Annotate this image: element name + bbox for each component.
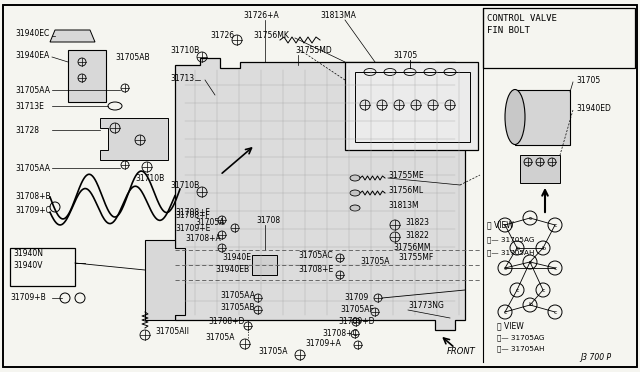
- Text: ⓒ— 31705AH: ⓒ— 31705AH: [497, 346, 545, 352]
- Text: 31726+A: 31726+A: [243, 10, 279, 19]
- Text: c: c: [503, 222, 507, 228]
- Text: 31705AC: 31705AC: [298, 250, 333, 260]
- Text: ⓑ— 31705AG: ⓑ— 31705AG: [497, 335, 545, 341]
- Bar: [483, 8, 635, 68]
- Text: 31940ED: 31940ED: [576, 103, 611, 112]
- Polygon shape: [100, 118, 168, 160]
- Text: 31822: 31822: [405, 231, 429, 240]
- Text: 31708+F: 31708+F: [175, 208, 210, 217]
- Text: c: c: [503, 310, 507, 314]
- Ellipse shape: [350, 175, 360, 181]
- Text: 31710B: 31710B: [170, 180, 199, 189]
- Text: 31755ME: 31755ME: [388, 170, 424, 180]
- Text: ⓐ VIEW: ⓐ VIEW: [497, 321, 524, 330]
- Ellipse shape: [350, 205, 360, 211]
- Text: c: c: [515, 288, 519, 292]
- Text: CONTROL VALVE: CONTROL VALVE: [487, 13, 557, 22]
- Text: 31709: 31709: [344, 294, 368, 302]
- Polygon shape: [175, 58, 465, 330]
- Text: 31710B: 31710B: [135, 173, 164, 183]
- Text: 31728: 31728: [15, 125, 39, 135]
- Text: 31709+A: 31709+A: [305, 340, 341, 349]
- Text: 31705A: 31705A: [258, 347, 287, 356]
- Text: 31708+E: 31708+E: [298, 266, 333, 275]
- Text: 31823: 31823: [405, 218, 429, 227]
- Text: 31755MF: 31755MF: [398, 253, 433, 263]
- Text: b: b: [528, 302, 532, 308]
- Text: ⓒ— 31705AH: ⓒ— 31705AH: [487, 250, 534, 256]
- Text: 31755MD: 31755MD: [295, 45, 332, 55]
- Text: 31708+F: 31708+F: [175, 211, 210, 219]
- Text: 31756MM: 31756MM: [393, 244, 431, 253]
- Text: 31705AB: 31705AB: [220, 304, 255, 312]
- Text: 31705A: 31705A: [360, 257, 390, 266]
- Text: 31710B: 31710B: [170, 45, 199, 55]
- Text: 31705AA: 31705AA: [220, 291, 255, 299]
- Text: FIN BOLT: FIN BOLT: [487, 26, 530, 35]
- Text: ⓑ— 31705AG: ⓑ— 31705AG: [487, 237, 534, 243]
- Polygon shape: [50, 30, 95, 42]
- Bar: [345, 62, 478, 150]
- Text: c: c: [553, 222, 557, 228]
- Text: 31709+E: 31709+E: [175, 224, 211, 232]
- Text: c: c: [503, 266, 507, 270]
- Text: 31940EA: 31940EA: [15, 51, 49, 60]
- Text: 31813MA: 31813MA: [320, 10, 356, 19]
- Text: 31705AA: 31705AA: [15, 164, 50, 173]
- Text: c: c: [553, 310, 557, 314]
- Text: 31813M: 31813M: [388, 201, 419, 209]
- Text: 31940E: 31940E: [222, 253, 251, 263]
- Bar: [68, 50, 106, 102]
- Text: b: b: [515, 246, 519, 250]
- Text: c: c: [528, 215, 532, 221]
- Polygon shape: [145, 240, 185, 320]
- Text: 31708: 31708: [256, 215, 280, 224]
- Text: FRONT: FRONT: [447, 347, 476, 356]
- Text: 31705AF: 31705AF: [340, 305, 374, 314]
- Text: c: c: [541, 288, 545, 292]
- Text: 31713: 31713: [170, 74, 194, 83]
- Text: 31773NG: 31773NG: [408, 301, 444, 310]
- Bar: [10, 248, 75, 286]
- Bar: [252, 255, 277, 275]
- Text: 31726: 31726: [210, 31, 234, 39]
- Text: 31756ML: 31756ML: [388, 186, 423, 195]
- Text: 31705A: 31705A: [195, 218, 225, 227]
- Text: 31708+A: 31708+A: [185, 234, 221, 243]
- Text: 31705AA: 31705AA: [15, 86, 50, 94]
- Ellipse shape: [505, 90, 525, 144]
- Text: 31708+D: 31708+D: [208, 317, 244, 327]
- Text: 31940V: 31940V: [13, 260, 42, 269]
- Text: 31705A: 31705A: [205, 334, 234, 343]
- Text: 31709+B: 31709+B: [10, 294, 45, 302]
- Text: 31705: 31705: [393, 51, 417, 60]
- Text: 31705AB: 31705AB: [115, 52, 150, 61]
- Text: J3 700 P: J3 700 P: [580, 353, 611, 362]
- Text: 31709+C: 31709+C: [15, 205, 51, 215]
- Text: b: b: [541, 246, 545, 250]
- Text: 31705: 31705: [576, 76, 600, 84]
- Text: 31705AII: 31705AII: [155, 327, 189, 337]
- Text: 31713E: 31713E: [15, 102, 44, 110]
- Text: 31756MK: 31756MK: [253, 31, 289, 39]
- Text: ⓐ VIEW: ⓐ VIEW: [487, 221, 514, 230]
- Text: 31709+D: 31709+D: [338, 317, 374, 327]
- Text: c: c: [528, 260, 532, 264]
- Text: 31708+C: 31708+C: [322, 328, 358, 337]
- Text: 31940EB: 31940EB: [215, 266, 249, 275]
- Polygon shape: [515, 90, 570, 145]
- Bar: [520, 155, 560, 183]
- Ellipse shape: [350, 190, 360, 196]
- Text: c: c: [553, 266, 557, 270]
- Text: 31940N: 31940N: [13, 248, 43, 257]
- Bar: [355, 72, 470, 142]
- Text: 31708+B: 31708+B: [15, 192, 51, 201]
- Text: 31940EC: 31940EC: [15, 29, 49, 38]
